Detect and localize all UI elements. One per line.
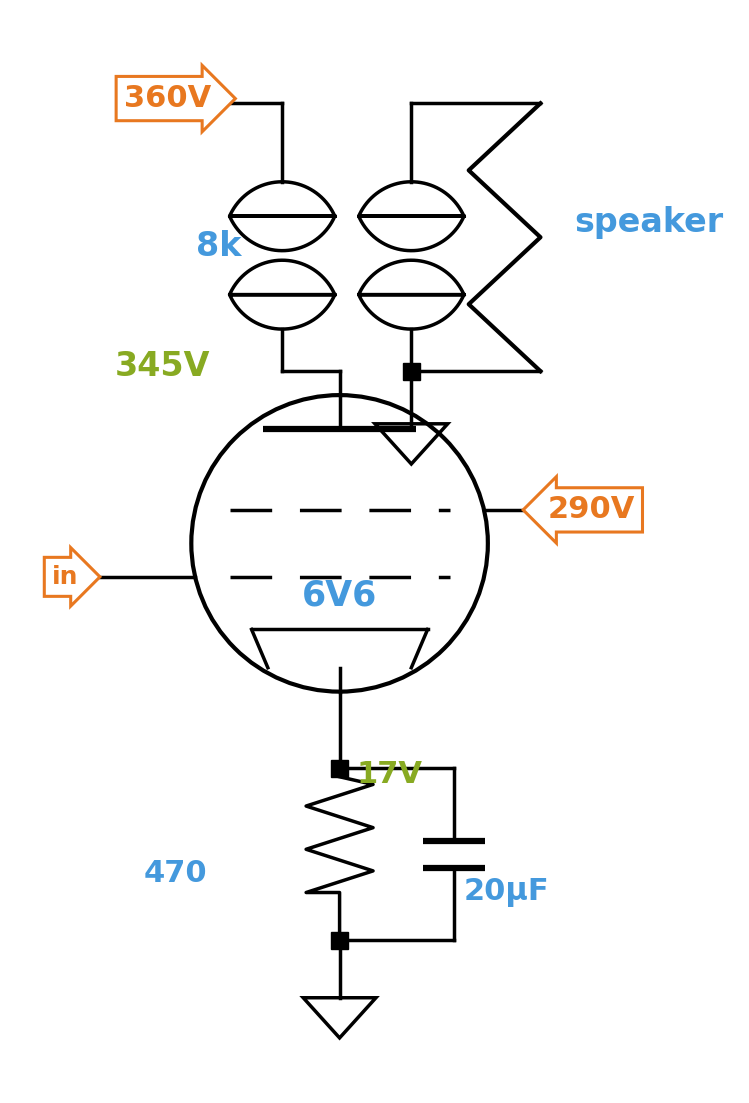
Text: 17V: 17V [357,760,422,790]
Text: 20μF: 20μF [464,878,550,907]
Text: 290V: 290V [548,495,635,524]
Bar [403,363,420,379]
Bar [331,932,348,949]
Text: 345V: 345V [115,350,210,383]
Text: 8k: 8k [196,231,241,264]
Bar [331,760,348,777]
Text: 360V: 360V [124,84,211,114]
Text: speaker: speaker [574,206,723,239]
Text: in: in [52,565,79,589]
Text: 6V6: 6V6 [302,579,377,613]
Text: 470: 470 [144,859,207,888]
